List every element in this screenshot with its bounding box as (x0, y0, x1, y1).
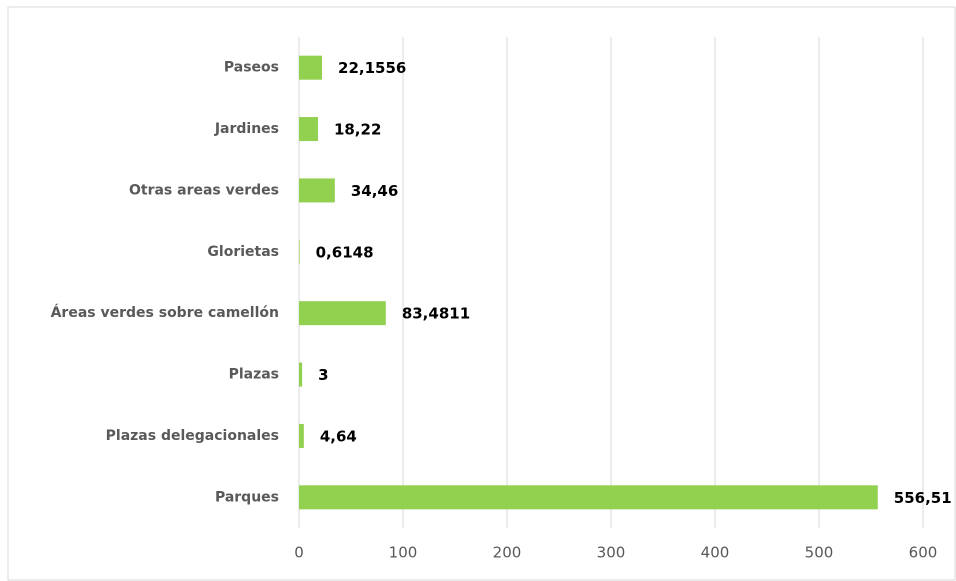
bar (299, 55, 323, 80)
y-tick-label: Áreas verdes sobre camellón (51, 304, 279, 321)
value-label: 18,22 (334, 121, 381, 139)
x-tick-label: 0 (294, 544, 304, 562)
value-label: 0,6148 (316, 243, 374, 261)
y-tick-label: Jardines (214, 121, 279, 137)
y-tick-label: Otras areas verdes (129, 182, 279, 198)
y-tick-label: Paseos (224, 60, 279, 76)
y-tick-label: Plazas (229, 367, 279, 383)
bar (299, 239, 300, 264)
x-tick-label: 200 (493, 544, 522, 562)
x-tick-label: 500 (805, 544, 834, 562)
x-tick-label: 400 (701, 544, 730, 562)
y-tick-label: Glorietas (207, 244, 279, 260)
y-tick-label: Parques (215, 489, 279, 505)
bar (299, 301, 386, 326)
value-label: 4,64 (320, 427, 357, 445)
value-label: 556,51 (894, 489, 952, 507)
bar (299, 178, 335, 203)
bar (299, 362, 303, 387)
y-tick-label: Plazas delegacionales (106, 428, 279, 444)
bar (299, 485, 878, 510)
value-label: 3 (318, 366, 328, 384)
value-label: 83,4811 (402, 305, 470, 323)
x-tick-label: 100 (389, 544, 418, 562)
bar (299, 423, 304, 448)
chart-border (7, 6, 956, 581)
value-label: 34,46 (351, 182, 398, 200)
value-label: 22,1556 (338, 59, 406, 77)
bar (299, 117, 318, 142)
x-tick-label: 300 (597, 544, 626, 562)
x-tick-label: 600 (909, 544, 938, 562)
